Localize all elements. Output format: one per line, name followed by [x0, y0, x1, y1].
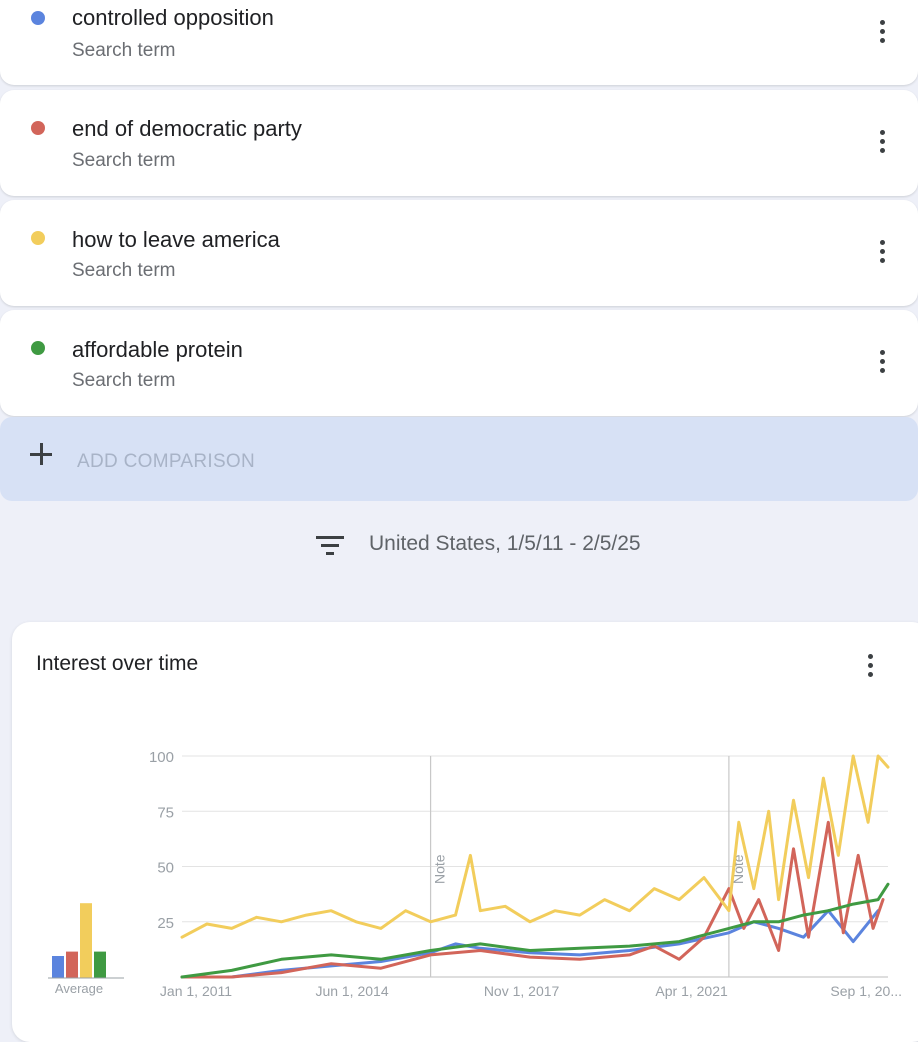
more-options-icon[interactable] — [872, 236, 892, 266]
y-tick-label: 50 — [157, 860, 174, 877]
note-label: Note — [432, 854, 448, 884]
series-line — [180, 754, 890, 939]
y-tick-label: 25 — [157, 915, 174, 932]
interest-over-time-card: Interest over time 100 75 50 25 Note Note Jan … — [12, 622, 918, 1042]
series-line — [180, 909, 880, 979]
chart-more-options-icon[interactable] — [860, 650, 880, 680]
average-bar — [52, 956, 64, 978]
series-line — [180, 820, 885, 979]
series-color-dot — [31, 231, 45, 245]
x-tick-label: Apr 1, 2021 — [655, 983, 728, 999]
plus-icon — [30, 443, 52, 465]
more-options-icon[interactable] — [872, 126, 892, 156]
term-type-label: Search term — [72, 150, 176, 171]
term-card-how-to-leave-america[interactable]: how to leave america Search term — [0, 200, 918, 306]
x-tick-label: Jan 1, 2011 — [160, 983, 232, 999]
y-tick-label: 75 — [157, 804, 174, 821]
term-card-affordable-protein[interactable]: affordable protein Search term — [0, 310, 918, 416]
term-card-controlled-opposition[interactable]: controlled opposition Search term — [0, 0, 918, 85]
term-name: how to leave america — [72, 227, 280, 252]
y-tick-label: 100 — [149, 749, 174, 766]
add-comparison-label: ADD COMPARISON — [77, 451, 256, 472]
series-color-dot — [31, 121, 45, 135]
more-options-icon[interactable] — [872, 346, 892, 376]
term-type-label: Search term — [72, 40, 176, 61]
add-comparison-button[interactable]: ADD COMPARISON — [0, 417, 918, 501]
term-name: controlled opposition — [72, 5, 274, 30]
filter-icon[interactable] — [316, 534, 344, 556]
average-bar — [94, 951, 106, 978]
term-type-label: Search term — [72, 370, 176, 391]
term-name: end of democratic party — [72, 116, 302, 141]
more-options-icon[interactable] — [872, 16, 892, 46]
term-name: affordable protein — [72, 337, 243, 362]
term-card-end-of-democratic-party[interactable]: end of democratic party Search term — [0, 90, 918, 196]
x-tick-label: Jun 1, 2014 — [315, 983, 388, 999]
x-tick-label: Nov 1, 2017 — [484, 983, 560, 999]
series-color-dot — [31, 341, 45, 355]
series-color-dot — [31, 11, 45, 25]
series-line — [180, 882, 890, 979]
x-tick-label: Sep 1, 20... — [830, 983, 902, 999]
chart-title: Interest over time — [36, 652, 199, 675]
filter-summary[interactable]: United States, 1/5/11 - 2/5/25 — [369, 532, 641, 555]
average-bar — [80, 903, 92, 978]
term-type-label: Search term — [72, 260, 176, 281]
average-bar — [66, 951, 78, 978]
average-label: Average — [55, 981, 103, 996]
